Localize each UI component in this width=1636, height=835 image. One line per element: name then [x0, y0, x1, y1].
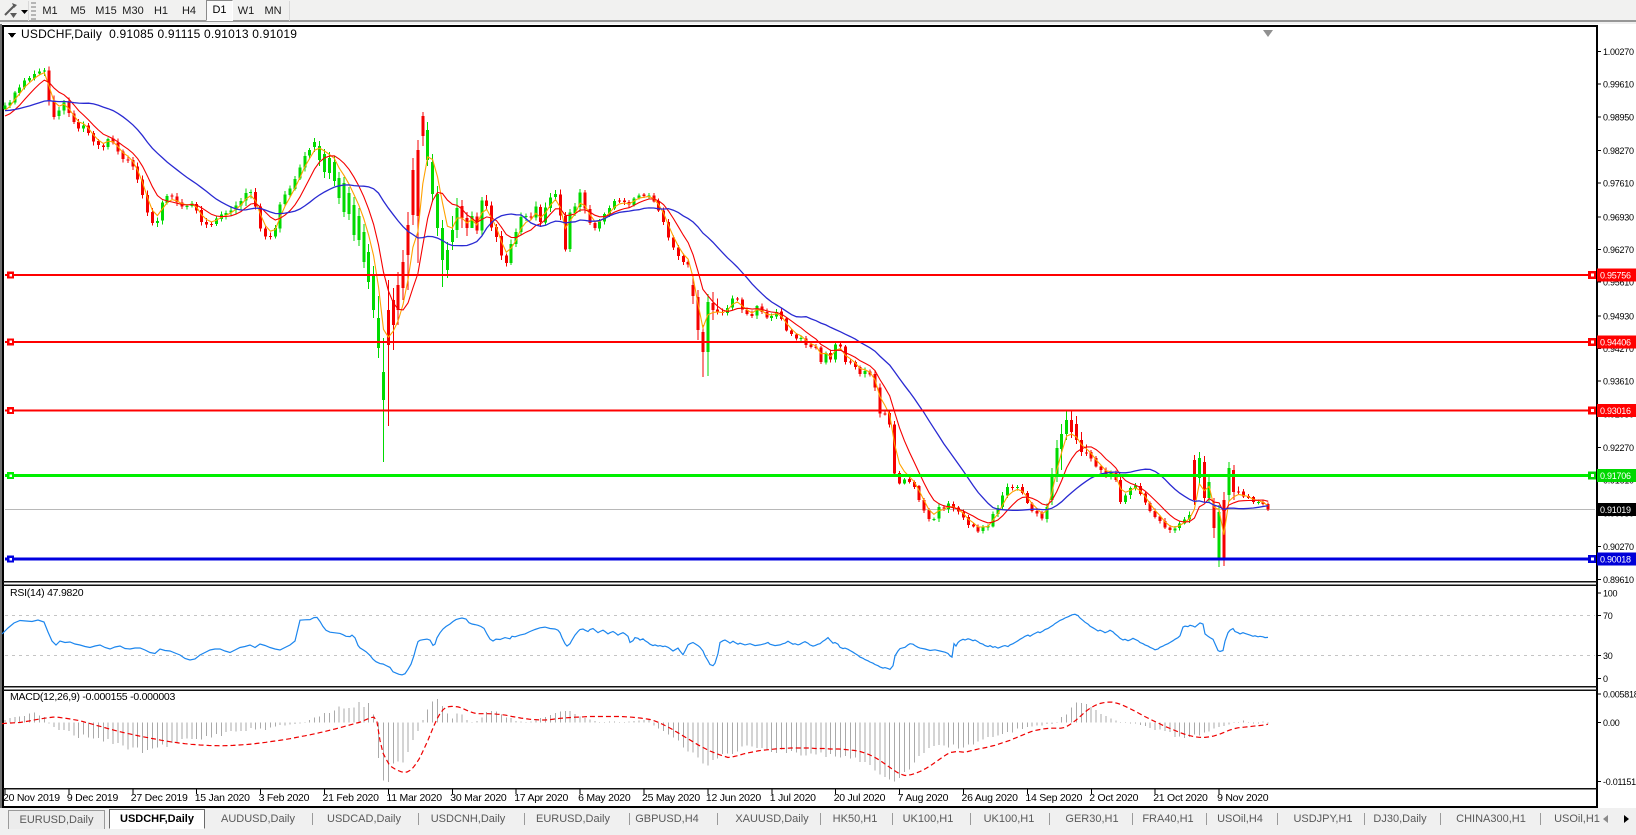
svg-text:MACD(12,26,9) -0.000155 -0.000: MACD(12,26,9) -0.000155 -0.000003 — [10, 691, 176, 703]
svg-text:0.94270: 0.94270 — [1603, 344, 1634, 354]
svg-text:20 Nov 2019: 20 Nov 2019 — [3, 792, 60, 804]
svg-text:0.93610: 0.93610 — [1603, 377, 1634, 387]
svg-text:RSI(14) 47.9820: RSI(14) 47.9820 — [10, 587, 84, 599]
svg-text:12 Jun 2020: 12 Jun 2020 — [706, 792, 761, 804]
svg-text:14 Sep 2020: 14 Sep 2020 — [1025, 792, 1082, 804]
svg-text:0.94406: 0.94406 — [1600, 337, 1631, 347]
svg-text:0.95756: 0.95756 — [1600, 271, 1631, 281]
svg-text:2 Oct 2020: 2 Oct 2020 — [1089, 792, 1138, 804]
svg-text:0.92270: 0.92270 — [1603, 443, 1634, 453]
svg-text:25 May 2020: 25 May 2020 — [642, 792, 700, 804]
svg-text:0.97610: 0.97610 — [1603, 179, 1634, 189]
svg-text:0.90018: 0.90018 — [1600, 555, 1631, 565]
svg-text:17 Apr 2020: 17 Apr 2020 — [514, 792, 568, 804]
svg-text:0.96930: 0.96930 — [1603, 212, 1634, 222]
svg-text:0: 0 — [1603, 674, 1608, 684]
svg-text:9 Dec 2019: 9 Dec 2019 — [67, 792, 119, 804]
svg-text:-0.011515: -0.011515 — [1603, 777, 1636, 787]
svg-text:6 May 2020: 6 May 2020 — [578, 792, 631, 804]
svg-text:0.93016: 0.93016 — [1600, 406, 1631, 416]
svg-text:9 Nov 2020: 9 Nov 2020 — [1217, 792, 1269, 804]
svg-text:0.96270: 0.96270 — [1603, 245, 1634, 255]
svg-text:0.94930: 0.94930 — [1603, 311, 1634, 321]
svg-text:0.98950: 0.98950 — [1603, 112, 1634, 122]
svg-text:0.95610: 0.95610 — [1603, 278, 1634, 288]
svg-text:1.00270: 1.00270 — [1603, 47, 1634, 57]
svg-text:0.005818: 0.005818 — [1603, 690, 1636, 700]
svg-text:11 Mar 2020: 11 Mar 2020 — [386, 792, 442, 804]
svg-text:27 Dec 2019: 27 Dec 2019 — [131, 792, 188, 804]
svg-text:0.99610: 0.99610 — [1603, 80, 1634, 90]
svg-text:0.90270: 0.90270 — [1603, 542, 1634, 552]
svg-text:USDCHF,Daily 0.91085 0.91115: USDCHF,Daily 0.91085 0.91115 0.91013 0.9… — [21, 27, 297, 41]
svg-text:20 Jul 2020: 20 Jul 2020 — [834, 792, 886, 804]
svg-text:0.98270: 0.98270 — [1603, 146, 1634, 156]
svg-text:7 Aug 2020: 7 Aug 2020 — [898, 792, 949, 804]
svg-text:0.91706: 0.91706 — [1600, 471, 1631, 481]
svg-text:70: 70 — [1603, 611, 1613, 621]
svg-text:15 Jan 2020: 15 Jan 2020 — [195, 792, 250, 804]
svg-text:26 Aug 2020: 26 Aug 2020 — [962, 792, 1019, 804]
svg-text:0.91019: 0.91019 — [1600, 505, 1631, 515]
svg-text:30 Mar 2020: 30 Mar 2020 — [450, 792, 507, 804]
svg-text:21 Oct 2020: 21 Oct 2020 — [1153, 792, 1208, 804]
svg-text:1 Jul 2020: 1 Jul 2020 — [770, 792, 816, 804]
svg-text:3 Feb 2020: 3 Feb 2020 — [259, 792, 310, 804]
svg-text:30: 30 — [1603, 651, 1613, 661]
svg-text:21 Feb 2020: 21 Feb 2020 — [323, 792, 380, 804]
svg-text:0.89610: 0.89610 — [1603, 575, 1634, 585]
svg-text:100: 100 — [1603, 589, 1618, 599]
svg-text:0.00: 0.00 — [1603, 718, 1620, 728]
